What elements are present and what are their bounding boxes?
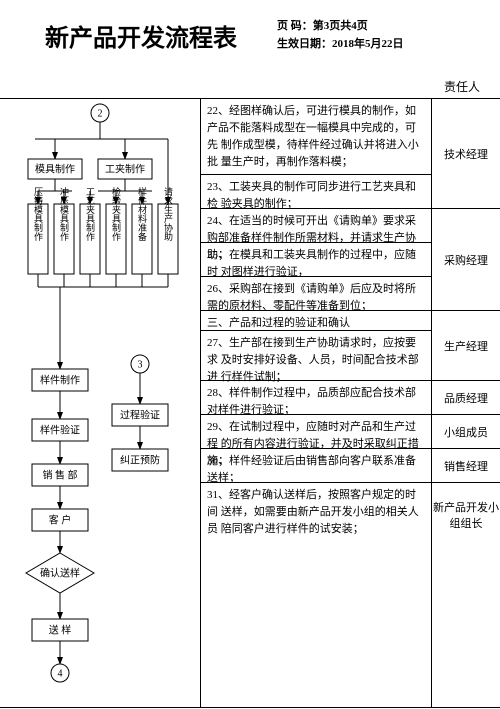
circle-2-label: 2 [98,108,103,119]
responsible-column: 技术经理采购经理生产经理品质经理小组成员销售经理新产品开发小组组长 [432,99,500,707]
circle-3-label: 3 [138,359,143,370]
responsible-cell: 生产经理 [432,311,500,381]
vbox-1-label: 压铸模具制作 [33,187,43,242]
responsible-cell: 新产品开发小组组长 [432,483,500,547]
text-column: 22、经图样确认后，可进行模具的制作，如产品不能落料成型在一幅模具中完成的，可先… [200,99,432,707]
circle-4-label: 4 [58,668,63,679]
vbox-6-label: 请求生产协助 [163,186,173,242]
meta-block: 页 码：第3页共4页 生效日期：2018年5月22日 [277,18,404,53]
text-item: 24、在适当的时候可开出《请购单》要求采购部准备样件制作所需材料，并请求生产协助… [201,209,431,243]
text-item: 23、工装夹具的制作可同步进行工艺夹具和检 验夹具的制作； [201,175,431,209]
box-customer-label: 客 户 [49,513,72,526]
responsible-cell: 采购经理 [432,209,500,311]
box-mold-label: 模具制作 [35,162,75,175]
date-label: 生效日期： [277,38,332,50]
vbox-5-label: 样件材料准备 [137,186,147,241]
date-value: 2018年5月22日 [332,38,404,50]
text-item: 22、经图样确认后，可进行模具的制作，如产品不能落料成型在一幅模具中完成的，可先… [201,99,431,175]
responsible-cell: 品质经理 [432,381,500,415]
page-code-label: 页 码： [277,20,313,32]
flowchart-svg: 2 模具制作 工夹制作 [0,99,200,709]
header: 新产品开发流程表 页 码：第3页共4页 生效日期：2018年5月22日 [0,0,500,61]
text-item: 28、样件制作过程中，品质部应配合技术部对样件进行验证； [201,381,431,415]
text-item: 31、经客户确认送样后，按照客户规定的时间 送样，如需要由新产品开发小组的相关人… [201,483,431,547]
text-item: 26、采购部在接到《请购单》后应及时将所需的原材料、零配件等准备到位； [201,277,431,311]
flowchart-column: 2 模具制作 工夹制作 [0,99,200,707]
box-process-verify-label: 过程验证 [120,408,160,421]
page: 新产品开发流程表 页 码：第3页共4页 生效日期：2018年5月22日 责任人 … [0,0,500,708]
responsible-cell: 技术经理 [432,99,500,209]
box-sales-label: 销 售 部 [43,468,78,481]
vbox-3-label: 工艺夹具制作 [85,187,95,242]
box-sample-verify-label: 样件验证 [40,423,80,436]
box-fixture-label: 工夹制作 [105,162,145,175]
vbox-2-label: 冲压模具制作 [59,186,69,242]
box-corrective-label: 纠正预防 [120,453,160,466]
box-send-label: 送 样 [49,623,72,636]
vbox-4-label: 检验夹具制作 [111,186,121,242]
box-sample-make-label: 样件制作 [40,373,80,386]
text-item: 25、在模具和工装夹具制作的过程中，应随时 对图样进行验证， [201,243,431,277]
content-area: 2 模具制作 工夹制作 [0,98,500,708]
text-item: 27、生产部在接到生产协助请求时，应按要求 及时安排好设备、人员，时间配合技术部… [201,331,431,381]
page-code-value: 第3页共4页 [313,20,368,32]
text-item: 30、样件经验证后由销售部向客户联系准备送样； [201,449,431,483]
responsible-header: 责任人 [444,78,480,95]
text-item: 29、在试制过程中，应随时对产品和生产过程 的所有内容进行验证，并及时采取纠正措… [201,415,431,449]
responsible-cell: 小组成员 [432,415,500,449]
diamond-confirm-label: 确认送样 [40,566,80,579]
responsible-cell: 销售经理 [432,449,500,483]
page-title: 新产品开发流程表 [45,18,237,53]
